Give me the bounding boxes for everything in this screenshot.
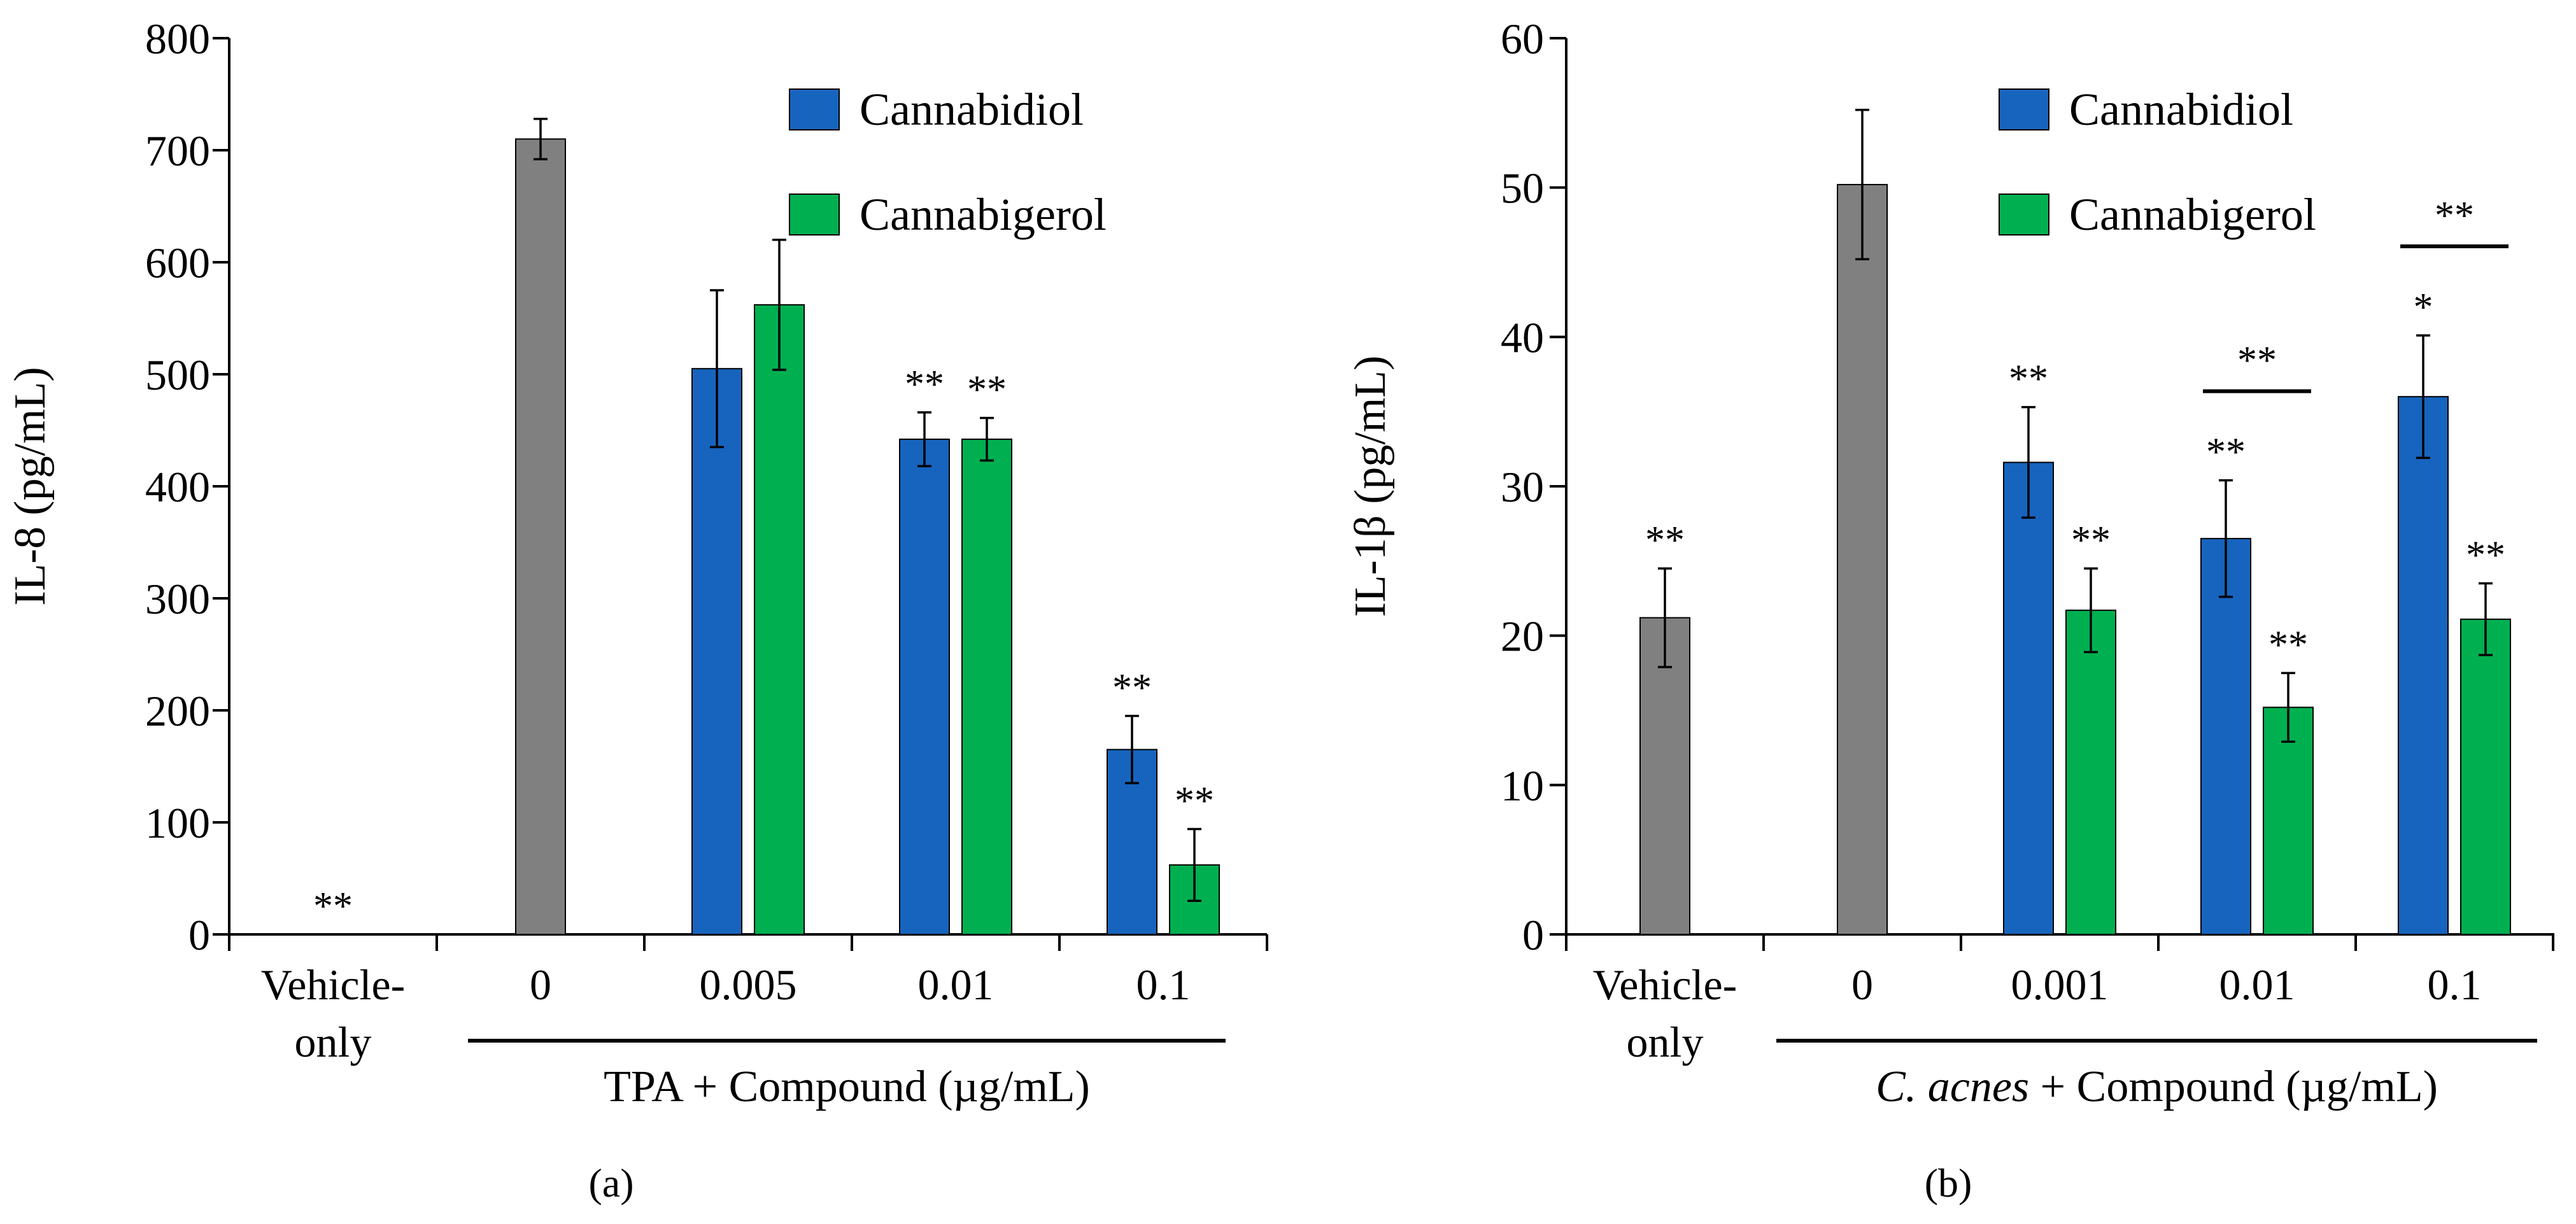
x-tick-label-line: 0.1 [2428,960,2482,1009]
y-tick-label: 10 [1501,761,1544,810]
significance-label: ** [1645,519,1685,562]
x-tick-label: 0.01 [2219,960,2295,1009]
x-axis-title-text: + Compound (µg/mL) [2029,1062,2438,1111]
x-tick-label-line: 0 [1851,960,1873,1009]
x-axis-title: C. acnes + Compound (µg/mL) [1876,1062,2438,1111]
panel-a-label: (a) [588,1160,633,1206]
bar-cannabidiol [691,368,742,935]
legend-label-cannabidiol: Cannabidiol [2069,84,2293,135]
legend-swatch-cannabidiol [789,88,840,130]
x-tick-label-line: 0.1 [1136,960,1191,1009]
x-tick-label: 0.001 [2011,960,2109,1009]
bar-cannabigerol [2065,609,2116,935]
y-axis-title: IL-1β (pg/mL) [1346,356,1395,617]
legend-label-cannabigerol: Cannabigerol [860,189,1107,240]
x-tick-label: Vehicle-only [261,960,406,1066]
y-tick-label: 0 [188,911,210,959]
panel-b-label: (b) [1925,1160,1972,1206]
x-axis-title-text: TPA + Compound (µg/mL) [604,1062,1090,1111]
significance-label: ** [2009,358,2048,401]
y-tick-label: 50 [1501,164,1544,213]
x-tick-label-line: 0.01 [2219,960,2295,1009]
chart-panel-a: 0 100 200 300 400 500 600 700 800 Vehicle-only 0 0.… [6,15,1268,1111]
y-tick-label: 30 [1501,463,1544,511]
bar-treatment-only [1837,183,1888,935]
y-tick-label: 40 [1501,313,1544,362]
bar-cannabidiol [899,439,950,935]
y-tick-label: 500 [145,351,210,399]
bar-cannabigerol [961,439,1012,935]
x-tick-label-line: 0.001 [2011,960,2109,1009]
legend-swatch-cannabigerol [1999,193,2049,236]
x-tick-label: 0.1 [2428,960,2482,1009]
x-axis-title-italic: C. acnes [1876,1062,2029,1111]
y-tick-label: 600 [145,239,210,287]
x-tick-label-line: only [1627,1018,1704,1066]
legend-swatch-cannabidiol [1999,88,2049,130]
x-tick-label-line: 0 [530,960,551,1009]
bar-treatment-only [515,138,566,935]
x-tick-label: 0.01 [918,960,994,1009]
x-tick-label-line: 0.01 [918,960,994,1009]
bar-cannabidiol [2200,538,2251,935]
x-tick-label: 0.005 [700,960,797,1009]
y-tick-label: 400 [145,463,210,511]
bar-cannabigerol [2460,618,2511,935]
x-tick-label-line: Vehicle- [1593,960,1737,1009]
significance-label: ** [313,885,353,928]
legend-label-cannabidiol: Cannabidiol [860,84,1084,135]
significance-label: ** [1175,780,1214,823]
legend-label-cannabigerol: Cannabigerol [2069,189,2316,240]
legend-swatch-cannabigerol [789,193,840,236]
bar-cannabidiol [2398,396,2449,935]
bar-cannabigerol [754,304,805,935]
x-tick-label: 0.1 [1136,960,1191,1009]
y-tick-label: 20 [1501,612,1544,661]
comparison-significance-label: ** [2435,194,2474,237]
y-tick-label: 800 [145,15,210,63]
y-tick-label: 700 [145,127,210,175]
x-tick-label-line: 0.005 [700,960,797,1009]
y-tick-label: 100 [145,799,210,847]
significance-label: ** [1112,666,1152,710]
chart-panel-b: 0 10 20 30 40 50 60 Vehicle-only 0 0.001 0.01 0.1 IL… [1346,15,2554,1111]
y-tick-label: 300 [145,575,210,623]
bar-cannabigerol [2263,707,2314,935]
bar-cannabidiol [2003,461,2054,935]
y-tick-label: 60 [1501,15,1544,63]
significance-label: ** [2466,534,2505,577]
significance-label: ** [2206,431,2246,474]
significance-label: ** [2071,519,2111,562]
y-tick-label: 200 [145,687,210,735]
comparison-significance-label: ** [2237,339,2277,383]
significance-label: ** [967,369,1007,412]
x-tick-label-line: only [295,1018,372,1066]
significance-label: ** [905,363,944,406]
x-tick-label: 0 [1851,960,1873,1009]
significance-label: ** [2268,623,2308,666]
y-tick-label: 0 [1522,911,1544,959]
x-tick-label: 0 [530,960,551,1009]
significance-label: * [2414,286,2433,329]
x-axis-title: TPA + Compound (µg/mL) [604,1062,1090,1111]
x-tick-label-line: Vehicle- [261,960,406,1009]
x-tick-label: Vehicle-only [1593,960,1737,1066]
y-axis-title: IL-8 (pg/mL) [6,367,55,605]
bar-vehicle [1639,617,1690,935]
